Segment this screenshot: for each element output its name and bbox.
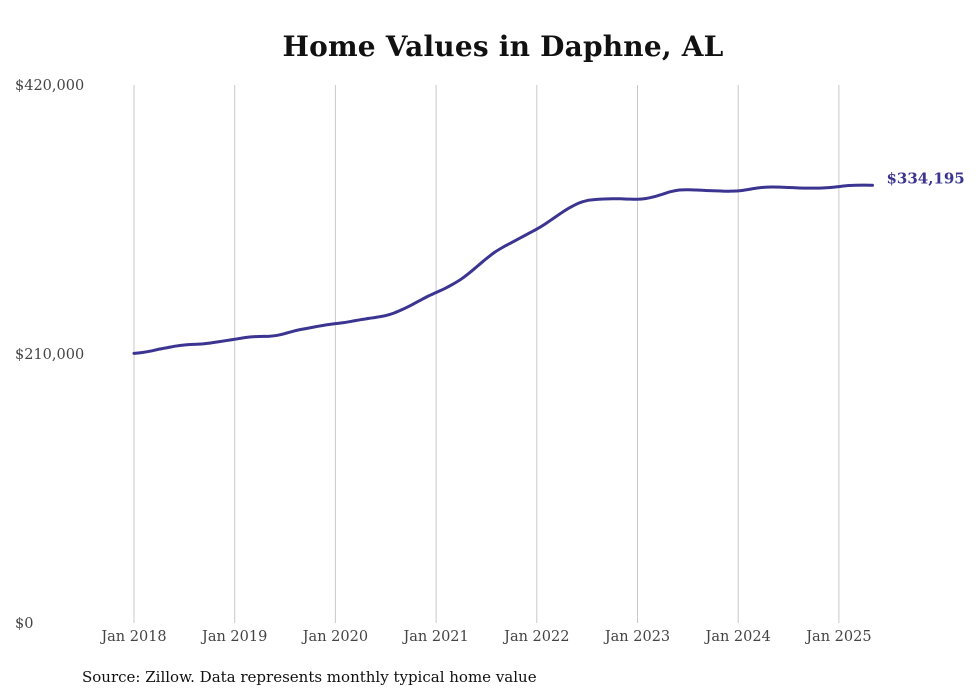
- gridlines: [133, 85, 840, 623]
- y-axis-ticks: $0 $210,000 $420,000: [15, 78, 84, 632]
- y-tick-label: $420,000: [15, 78, 84, 94]
- chart-title: Home Values in Daphne, AL: [282, 30, 724, 63]
- x-axis-ticks: Jan 2018 Jan 2019 Jan 2020 Jan 2021 Jan 2022…: [99, 629, 871, 645]
- end-label-layer: $334,195: [886, 169, 964, 187]
- x-tick-label: Jan 2025: [804, 629, 871, 645]
- x-tick-label: Jan 2022: [502, 629, 569, 645]
- y-tick-label: $0: [15, 616, 33, 632]
- x-tick-label: Jan 2020: [301, 629, 368, 645]
- source-note: Source: Zillow. Data represents monthly …: [82, 668, 537, 686]
- x-tick-label: Jan 2024: [704, 629, 771, 645]
- x-tick-label: Jan 2021: [401, 629, 468, 645]
- series-layer: [132, 183, 874, 355]
- x-tick-label: Jan 2018: [99, 629, 166, 645]
- series-line: [132, 183, 874, 355]
- x-tick-label: Jan 2019: [200, 629, 267, 645]
- end-value-label: $334,195: [886, 169, 964, 187]
- x-tick-label: Jan 2023: [603, 629, 670, 645]
- y-tick-label: $210,000: [15, 347, 84, 363]
